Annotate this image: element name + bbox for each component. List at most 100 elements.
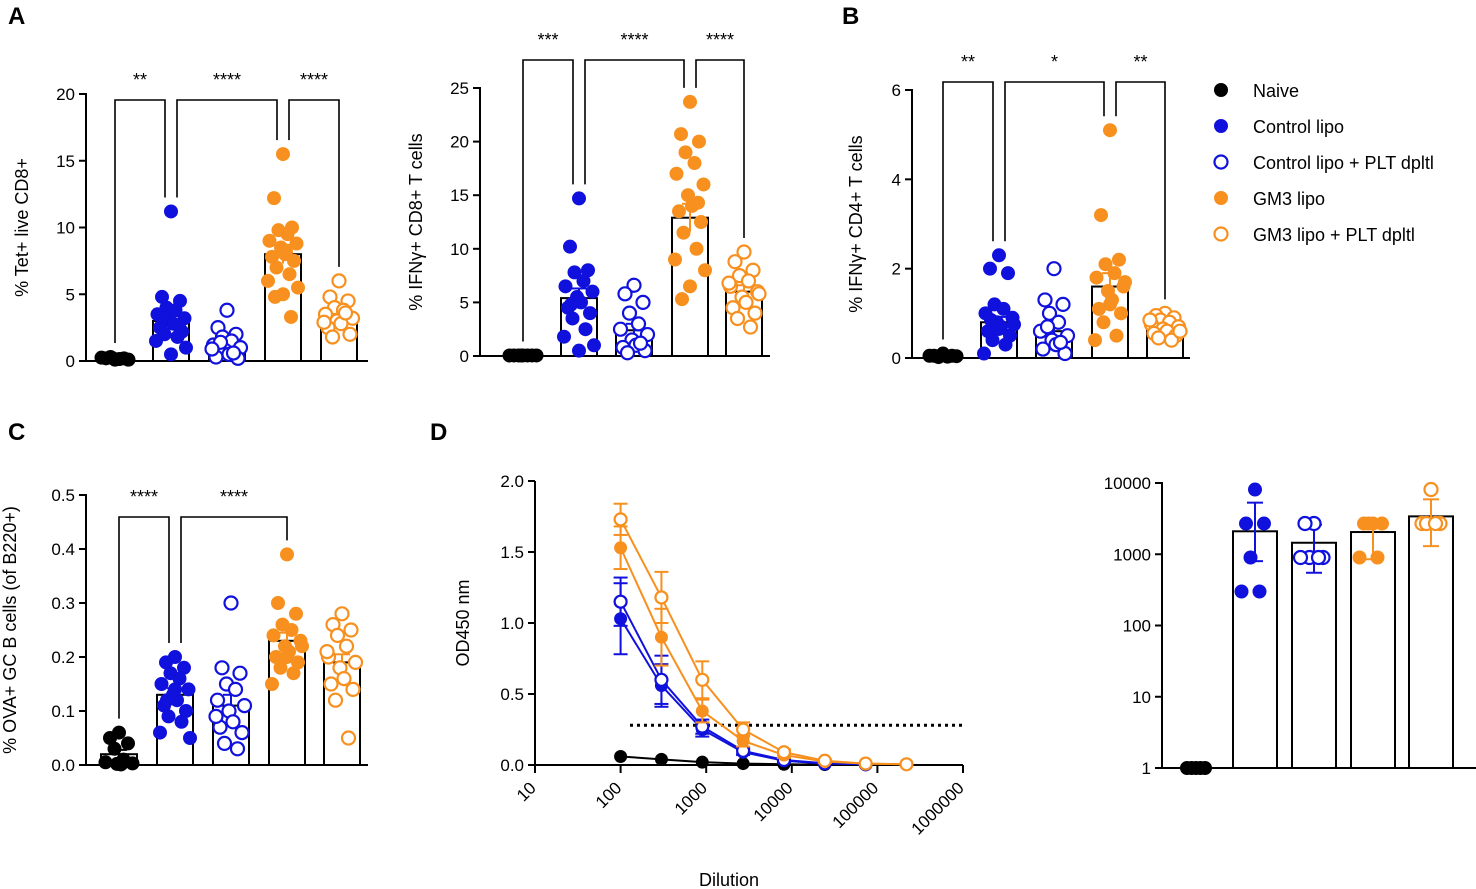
data-point: [621, 305, 638, 321]
data-point: [1193, 761, 1208, 775]
data-point: [1172, 323, 1188, 339]
y-tick-label: 0: [66, 352, 75, 371]
data-point: [342, 326, 358, 342]
data-point: [107, 741, 122, 756]
data-point: [1163, 332, 1180, 348]
data-point: [289, 236, 304, 251]
significance-bracket: [522, 59, 574, 342]
y-tick-label: 2: [892, 260, 901, 279]
data-point: [683, 279, 697, 294]
data-point: [156, 309, 170, 324]
significance-bracket: [1115, 81, 1166, 300]
significance-bracket: [288, 99, 340, 267]
data-point: [675, 292, 689, 307]
y-tick-label: 10: [1132, 688, 1151, 707]
data-point: [747, 305, 763, 321]
data-point: [1375, 516, 1389, 531]
x-tick-label: 100000: [829, 778, 883, 832]
significance-label: **: [1133, 52, 1147, 72]
data-point: [1112, 252, 1126, 267]
data-point: [269, 260, 284, 275]
significance-label: ****: [620, 30, 648, 50]
data-point: [154, 677, 169, 691]
data-point: [557, 329, 571, 344]
data-point: [280, 650, 294, 664]
x-tick-label: 10: [513, 778, 540, 805]
data-point: [337, 305, 354, 321]
data-point: [672, 204, 686, 219]
significance-label: ****: [706, 30, 734, 50]
significance-bracket: [1004, 81, 1105, 242]
data-point: [736, 244, 752, 260]
y-tick-label: 0.2: [51, 648, 75, 667]
data-point: [689, 241, 704, 256]
y-axis-label: % OVA+ GC B cells (of B220+): [0, 506, 20, 754]
bar-4: [1408, 515, 1454, 770]
data-point: [1257, 516, 1271, 531]
data-point: [316, 314, 332, 330]
data-point: [1007, 317, 1021, 332]
data-point: [678, 145, 693, 160]
data-point: [1297, 515, 1313, 532]
y-tick-label: 5: [66, 285, 75, 304]
data-point: [268, 289, 282, 304]
data-point: [114, 757, 128, 772]
bar-3: [1350, 531, 1396, 769]
data-point: [1234, 584, 1249, 599]
data-point: [817, 753, 832, 768]
data-point: [227, 681, 244, 698]
data-point: [323, 676, 339, 692]
data-point: [695, 755, 709, 769]
panel-label-a: A: [8, 3, 25, 30]
data-point: [529, 348, 544, 363]
y-tick-label: 10: [56, 219, 75, 238]
legend-label-0: Naive: [1253, 81, 1299, 101]
data-point: [214, 660, 230, 676]
data-point: [208, 708, 224, 725]
data-point: [694, 215, 708, 229]
data-point: [338, 638, 355, 654]
data-point: [125, 756, 140, 771]
chart-ova-gc-b: 0.0 0.1 0.2 0.3 0.4 0.5 % OVA+ GC B cells (of …: [0, 486, 368, 775]
data-point: [236, 697, 253, 714]
significance-label: *: [1051, 52, 1058, 72]
data-point: [654, 590, 669, 605]
data-point: [1098, 257, 1113, 272]
significance-bracket: [114, 99, 166, 343]
data-point: [983, 261, 997, 276]
data-point: [280, 547, 294, 562]
data-point: [564, 297, 578, 312]
data-point: [324, 329, 341, 345]
data-point: [674, 127, 688, 142]
data-point: [949, 349, 964, 364]
legend-marker-4: [1213, 226, 1229, 242]
data-point: [327, 692, 344, 708]
data-point: [284, 309, 298, 324]
data-point: [181, 682, 196, 697]
data-point: [1248, 482, 1262, 497]
data-point: [751, 286, 767, 302]
data-point: [279, 244, 293, 259]
data-point: [319, 643, 335, 660]
y-tick-label: 0.1: [51, 702, 75, 721]
data-point: [1114, 306, 1128, 321]
data-point: [1035, 341, 1051, 357]
data-point: [630, 316, 647, 332]
data-point: [1150, 330, 1167, 346]
legend: Naive Control lipo Control lipo + PLT dplt…: [1213, 81, 1434, 245]
data-point: [729, 310, 746, 327]
data-point: [721, 275, 737, 291]
data-point: [1001, 266, 1015, 281]
data-point: [996, 301, 1011, 316]
chart-antibody-titer: 1 10 100 1000 10000: [1104, 474, 1476, 778]
legend-marker-2: [1213, 154, 1229, 170]
data-point: [572, 343, 586, 358]
data-point: [984, 313, 998, 328]
data-point: [1094, 208, 1108, 223]
data-point: [998, 337, 1013, 352]
data-point: [234, 724, 250, 741]
data-point: [563, 239, 577, 254]
data-point: [168, 682, 182, 697]
